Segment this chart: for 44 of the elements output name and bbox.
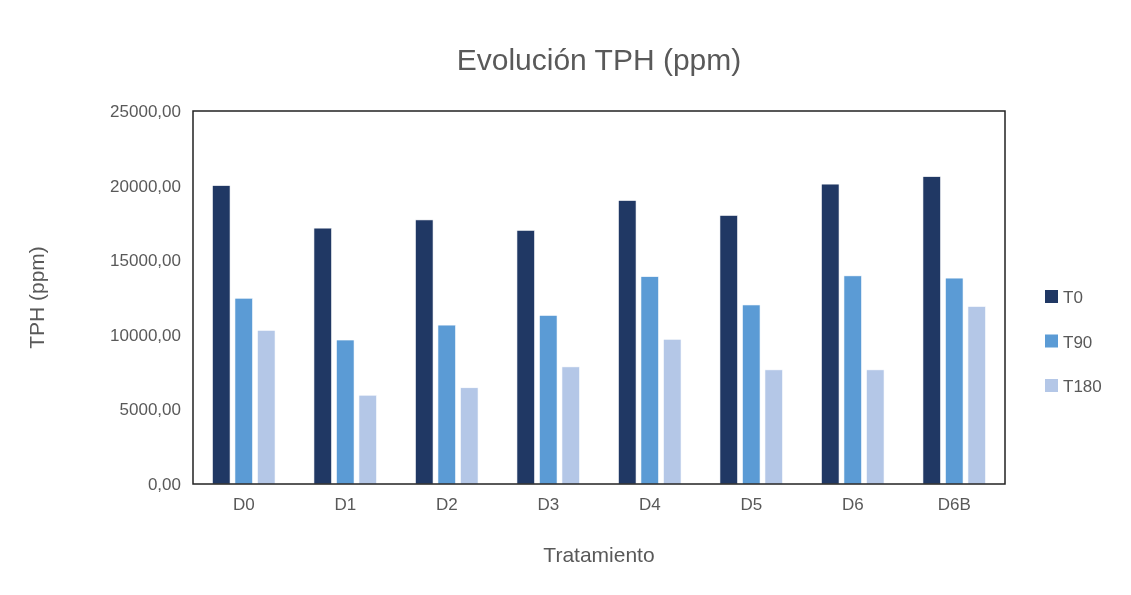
legend-label: T180: [1063, 377, 1102, 396]
bar: [843, 275, 862, 485]
bar: [437, 324, 456, 485]
y-tick-label: 25000,00: [110, 101, 181, 121]
y-axis-title: TPH (ppm): [25, 246, 48, 349]
bar: [358, 394, 377, 485]
x-axis-title: Tratamiento: [543, 543, 655, 566]
bar: [460, 387, 479, 485]
y-tick-label: 20000,00: [110, 176, 181, 196]
bar: [516, 230, 535, 485]
x-tick-label: D6B: [937, 495, 971, 515]
bar: [945, 277, 964, 485]
bar: [539, 315, 558, 485]
bar: [313, 227, 332, 485]
bar: [967, 306, 986, 485]
y-tick-label: 0,00: [147, 474, 181, 494]
bar: [640, 276, 659, 485]
x-tick-label: D0: [232, 495, 255, 515]
y-tick-label: 15000,00: [110, 251, 181, 271]
bar: [336, 339, 355, 485]
legend-label: T0: [1063, 288, 1083, 307]
x-tick-label: D4: [638, 495, 661, 515]
bar: [234, 297, 253, 485]
bar: [257, 330, 276, 485]
bar: [561, 366, 580, 485]
x-tick-label: D2: [435, 495, 458, 515]
bar: [866, 369, 885, 485]
bar: [663, 338, 682, 485]
bar: [821, 183, 840, 485]
bar: [764, 369, 783, 485]
x-tick-label: D5: [740, 495, 763, 515]
bar: [719, 215, 738, 485]
bar: [618, 200, 637, 485]
x-tick-label: D3: [537, 495, 560, 515]
bar: [922, 176, 941, 485]
bar: [212, 185, 231, 485]
x-tick-label: D6: [841, 495, 864, 515]
y-tick-label: 5000,00: [119, 400, 181, 420]
x-tick-label: D1: [334, 495, 357, 515]
bar: [742, 304, 761, 485]
y-tick-label: 10000,00: [110, 325, 181, 345]
legend-label: T90: [1063, 332, 1093, 352]
bar: [415, 219, 434, 485]
chart-title: Evolución TPH (ppm): [456, 43, 742, 76]
